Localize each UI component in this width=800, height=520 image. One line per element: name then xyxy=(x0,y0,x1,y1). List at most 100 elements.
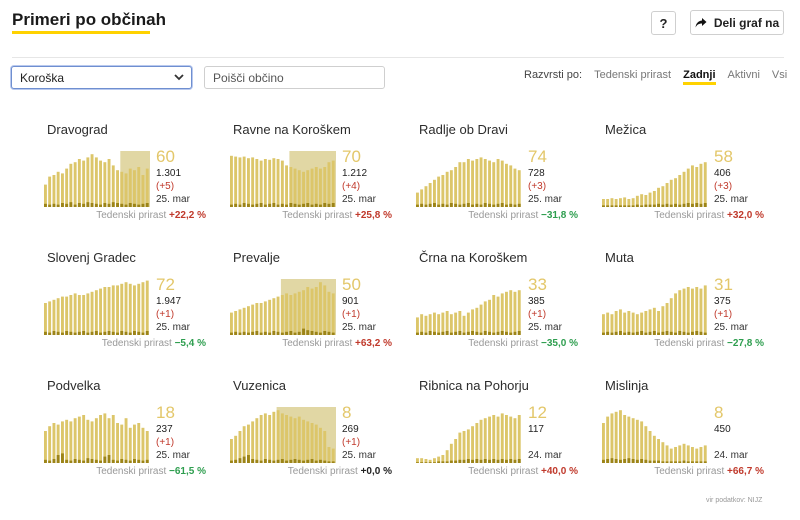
cases-bar xyxy=(428,183,432,207)
weekly-growth: Tedenski prirast −27,8 % xyxy=(654,338,764,349)
cases-bar xyxy=(272,411,276,463)
new-cases-bar xyxy=(691,203,694,207)
new-cases-bar xyxy=(445,331,449,335)
new-cases-bar xyxy=(505,331,508,335)
cases-bar xyxy=(517,415,521,463)
municipality-name: Dravograd xyxy=(47,122,108,137)
help-button[interactable]: ? xyxy=(651,11,676,35)
new-cases-bar xyxy=(496,459,500,463)
municipality-card[interactable]: Vuzenica 8 269 (+1) 25. mar Tedenski prirast … xyxy=(224,376,404,494)
cases-bar xyxy=(116,170,119,207)
search-input[interactable] xyxy=(204,66,385,89)
cases-bar xyxy=(509,165,513,207)
municipality-card[interactable]: Mežica 58 406 (+3) 25. mar Tedenski prirast +… xyxy=(596,120,776,238)
new-cases-bar xyxy=(293,459,297,463)
cases-bar xyxy=(99,160,102,207)
data-source: vir podatkov: NIJZ xyxy=(706,497,763,504)
total-cases-value: 375 xyxy=(714,296,731,307)
new-cases-bar xyxy=(606,331,610,335)
daily-delta-value: (+3) xyxy=(528,181,547,192)
new-cases-bar xyxy=(602,332,605,335)
cases-bar xyxy=(648,309,652,335)
municipality-card[interactable]: Črna na Koroškem 33 385 (+1) 25. mar Tedenski… xyxy=(410,248,590,366)
municipality-card[interactable]: Radlje ob Dravi 74 728 (+3) 25. mar Tedenski … xyxy=(410,120,590,238)
municipality-card[interactable]: Ribnica na Pohorju 12 117 24. mar Tedenski p… xyxy=(410,376,590,494)
new-cases-bar xyxy=(255,331,259,335)
cases-bar xyxy=(293,418,297,463)
cases-bar xyxy=(458,311,462,335)
cases-bar xyxy=(120,283,124,335)
cases-bar xyxy=(77,159,81,207)
sort-bar: Razvrsti po: Tedenski prirast Zadnji Akt… xyxy=(524,69,787,85)
new-cases-bar xyxy=(691,331,694,335)
last-update-date: 25. mar xyxy=(342,322,376,333)
weekly-growth: Tedenski prirast −5,4 % xyxy=(102,338,206,349)
municipality-card[interactable]: Prevalje 50 901 (+1) 25. mar Tedenski prirast… xyxy=(224,248,404,366)
new-cases-bar xyxy=(56,204,60,207)
new-cases-bar xyxy=(82,331,86,335)
share-button[interactable]: Deli graf na xyxy=(690,10,784,35)
municipality-bar-chart xyxy=(230,279,336,335)
new-cases-bar xyxy=(289,459,293,463)
municipality-card[interactable]: Muta 31 375 (+1) 25. mar Tedenski prirast −27… xyxy=(596,248,776,366)
cases-bar xyxy=(238,309,242,335)
municipality-card[interactable]: Mislinja 8 450 24. mar Tedenski prirast +66,… xyxy=(596,376,776,494)
sort-option-all[interactable]: Vsi xyxy=(771,69,788,81)
cases-bar xyxy=(251,304,255,335)
cases-bar xyxy=(120,424,124,463)
new-cases-bar xyxy=(458,459,462,463)
new-cases-bar xyxy=(145,331,149,335)
cases-bar xyxy=(247,306,250,335)
new-cases-bar xyxy=(276,331,280,335)
new-cases-bar xyxy=(306,330,310,335)
new-cases-bar xyxy=(94,459,98,463)
total-cases-value: 117 xyxy=(528,424,544,435)
new-cases-bar xyxy=(48,204,52,207)
new-cases-bar xyxy=(255,203,259,207)
cases-bar xyxy=(242,307,246,335)
cases-bar xyxy=(445,171,449,207)
new-cases-bar xyxy=(635,459,639,463)
municipality-card[interactable]: Ravne na Koroškem 70 1.212 (+4) 25. mar Teden… xyxy=(224,120,404,238)
cases-bar xyxy=(691,165,694,207)
new-cases-bar xyxy=(137,331,141,335)
new-cases-bar xyxy=(678,204,682,207)
new-cases-bar xyxy=(492,204,496,207)
new-cases-bar xyxy=(454,460,458,463)
sort-option-weekly-growth[interactable]: Tedenski prirast xyxy=(594,69,672,81)
cases-bar xyxy=(606,312,610,335)
municipality-card[interactable]: Podvelka 18 237 (+1) 25. mar Tedenski prirast… xyxy=(38,376,218,494)
total-cases-value: 901 xyxy=(342,296,359,307)
cases-bar xyxy=(691,288,694,335)
cases-bar xyxy=(695,167,699,207)
new-cases-bar xyxy=(65,331,69,335)
chevron-down-icon xyxy=(174,74,184,81)
new-cases-bar xyxy=(652,204,656,207)
cases-bar xyxy=(331,293,335,335)
daily-delta-value: (+5) xyxy=(156,181,175,192)
new-cases-bar xyxy=(323,460,327,463)
new-cases-bar xyxy=(297,331,301,335)
cases-bar xyxy=(682,443,686,463)
new-cases-bar xyxy=(247,203,250,207)
cases-bar xyxy=(623,197,627,207)
weekly-growth-value: +22,2 % xyxy=(169,210,206,221)
cases-bar xyxy=(302,171,305,207)
new-cases-bar xyxy=(327,331,331,335)
weekly-growth-value: −27,8 % xyxy=(727,338,764,349)
sort-option-latest[interactable]: Zadnji xyxy=(683,69,716,85)
new-cases-bar xyxy=(302,460,305,463)
municipality-card[interactable]: Dravograd 60 1.301 (+5) 25. mar Tedenski prir… xyxy=(38,120,218,238)
new-cases-bar xyxy=(492,332,496,335)
last-update-date: 25. mar xyxy=(342,194,376,205)
cases-bar xyxy=(420,189,424,207)
active-cases-value: 8 xyxy=(714,403,724,422)
region-select[interactable]: Koroška xyxy=(11,66,192,89)
cases-bar xyxy=(695,448,699,463)
new-cases-bar xyxy=(94,331,98,335)
municipality-card[interactable]: Slovenj Gradec 72 1.947 (+1) 25. mar Tedenski… xyxy=(38,248,218,366)
cases-bar xyxy=(433,458,436,463)
sort-option-active[interactable]: Aktivni xyxy=(727,69,760,81)
new-cases-bar xyxy=(648,331,652,335)
cases-bar xyxy=(302,419,305,463)
